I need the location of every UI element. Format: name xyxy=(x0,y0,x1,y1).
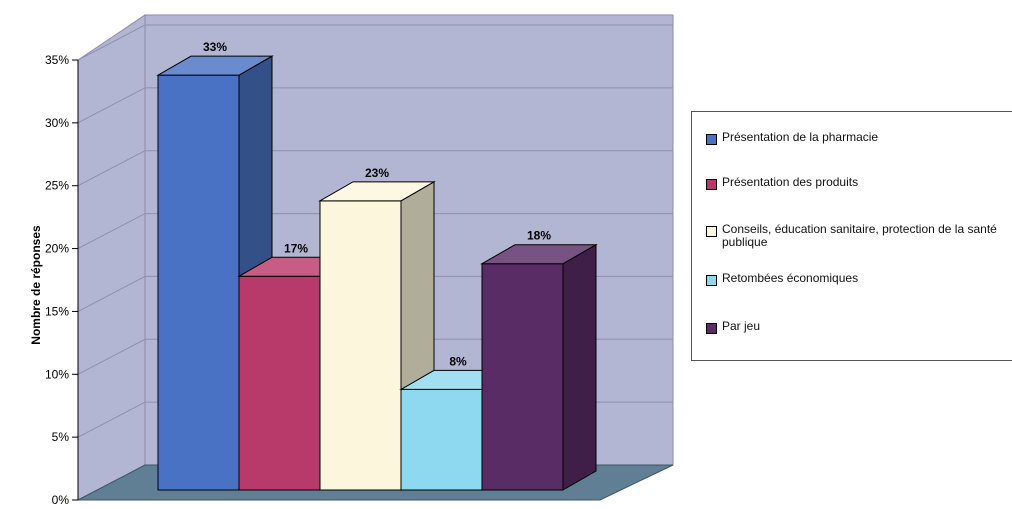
bars xyxy=(156,55,598,491)
bar-top xyxy=(318,181,436,202)
legend-label: Présentation de la pharmacie xyxy=(722,130,879,144)
y-axis-label: Nombre de réponses xyxy=(29,225,43,345)
y-tick-label: 5% xyxy=(52,430,70,444)
legend-label: Retombées économiques xyxy=(722,271,859,285)
legend-item-economiques: Retombées économiques xyxy=(706,272,1012,286)
y-tick-label: 35% xyxy=(45,53,69,67)
y-tick-label: 20% xyxy=(45,242,69,256)
legend-swatch xyxy=(706,226,717,237)
bar-front xyxy=(238,275,321,491)
data-label: 33% xyxy=(203,40,227,54)
legend-swatch xyxy=(706,134,717,145)
bar-front xyxy=(400,388,483,491)
bar-front xyxy=(481,263,564,491)
bar-front xyxy=(319,200,402,491)
y-tick-label: 0% xyxy=(52,493,70,507)
legend-label: Conseils, éducation sanitaire, protectio… xyxy=(722,222,997,249)
legend-item-par-jeu: Par jeu xyxy=(706,320,1012,334)
data-label: 23% xyxy=(365,166,389,180)
bar xyxy=(480,243,598,491)
legend-item-conseils: Conseils, éducation sanitaire, protectio… xyxy=(706,223,1012,249)
data-label: 18% xyxy=(527,229,551,243)
bar-front xyxy=(157,74,240,491)
y-tick-label: 25% xyxy=(45,179,69,193)
bar-top xyxy=(156,55,274,76)
gridline xyxy=(77,213,673,250)
y-tick-label: 15% xyxy=(45,304,69,318)
legend: Présentation de la pharmacie Présentatio… xyxy=(691,111,1012,361)
bar-top xyxy=(480,244,598,265)
gridline xyxy=(77,87,673,124)
legend-label: Présentation des produits xyxy=(722,175,859,189)
gridline xyxy=(77,24,673,61)
data-label: 17% xyxy=(284,241,308,255)
legend-swatch xyxy=(706,275,717,286)
gridline xyxy=(77,150,673,187)
data-label: 8% xyxy=(449,354,467,368)
y-tick-label: 30% xyxy=(45,116,69,130)
legend-swatch xyxy=(706,323,717,334)
side-wall xyxy=(77,14,146,501)
legend-item-produits: Présentation des produits xyxy=(706,176,1012,190)
legend-swatch xyxy=(706,179,717,190)
y-axis: 0% 5% 10% 15% 20% 25% 30% 35% xyxy=(45,53,79,507)
y-tick-label: 10% xyxy=(45,367,69,381)
legend-label: Par jeu xyxy=(722,319,761,333)
legend-item-pharmacie: Présentation de la pharmacie xyxy=(706,131,1012,145)
bar-side xyxy=(562,243,597,491)
data-labels: 33% 17% 23% 8% 18% xyxy=(203,40,551,368)
